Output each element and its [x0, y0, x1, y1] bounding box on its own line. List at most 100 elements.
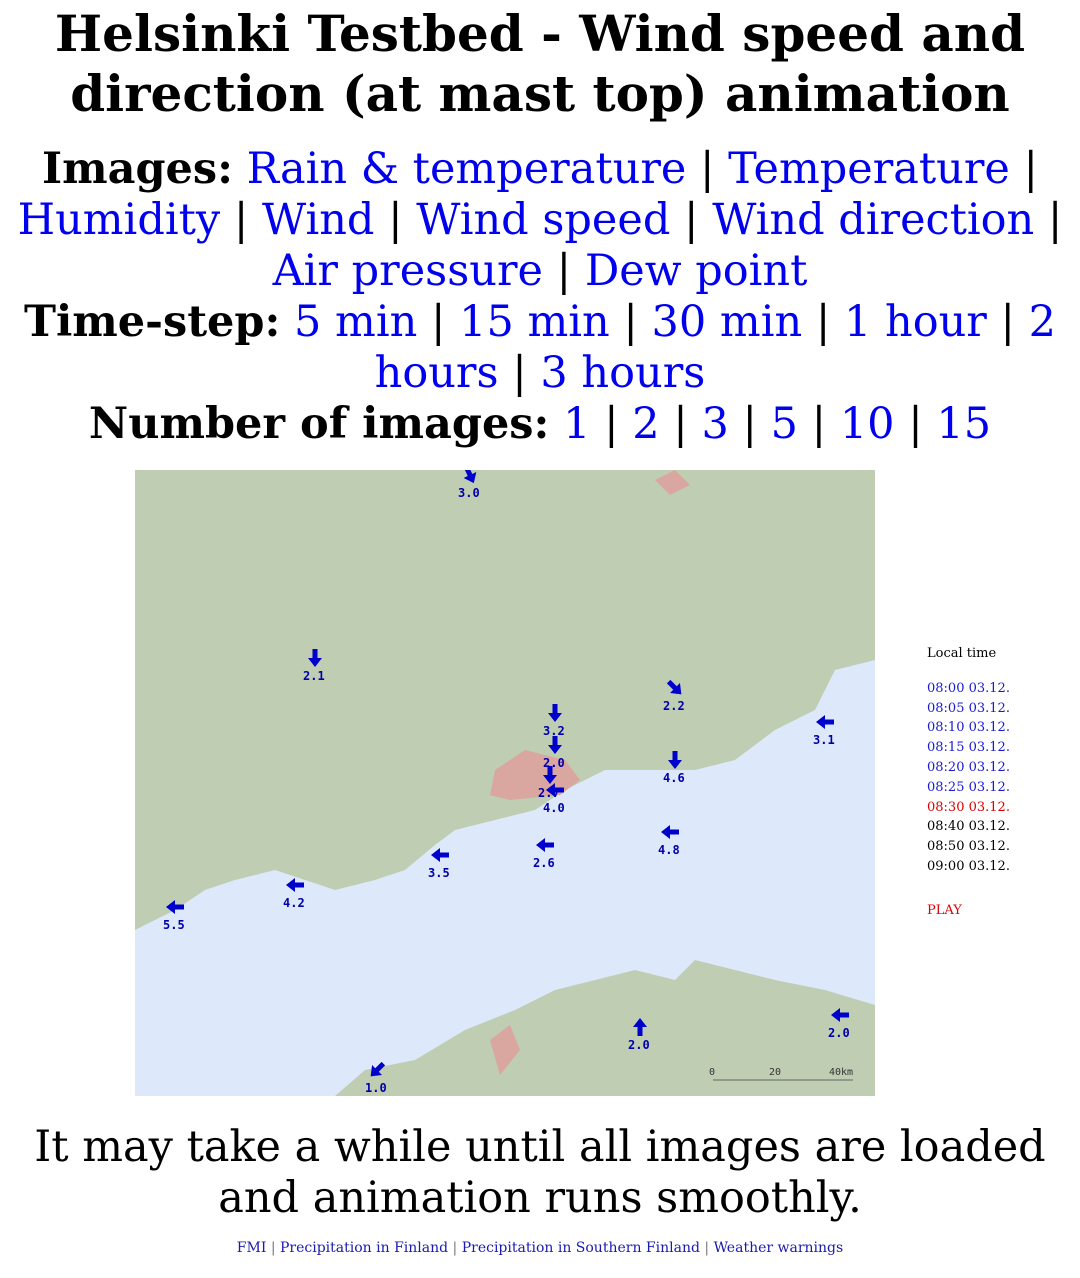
wind-station: 2.0 [828, 1008, 850, 1040]
count-nav: Number of images: 1 | 2 | 3 | 5 | 10 | 1… [0, 399, 1080, 450]
scale-label: 20 [769, 1067, 781, 1078]
page-title: Helsinki Testbed - Wind speed and direct… [54, 4, 1026, 123]
image-count-link[interactable]: 10 [839, 399, 895, 449]
footer-link[interactable]: FMI [236, 1240, 267, 1256]
wind-station: 3.1 [813, 715, 835, 747]
wind-arrow-icon [548, 704, 562, 722]
wind-speed-label: 3.2 [543, 724, 565, 738]
timestep-label: Time-step: [23, 297, 281, 347]
timestep-link[interactable]: 3 hours [540, 348, 706, 398]
wind-station: 4.8 [658, 825, 680, 857]
separator: | [797, 399, 840, 449]
timestep-link[interactable]: 2 hours [374, 297, 1057, 398]
separator: | [266, 1240, 280, 1256]
wind-arrow-icon [666, 679, 682, 695]
footer-links: FMI | Precipitation in Finland | Precipi… [0, 1240, 1080, 1276]
wind-speed-label: 3.0 [458, 486, 480, 500]
separator: | [220, 195, 262, 245]
separator: | [448, 1240, 462, 1256]
footer-link[interactable]: Weather warnings [713, 1240, 844, 1256]
wind-station: 3.5 [428, 848, 450, 880]
wind-map-image: 3.0 2.1 3.2 2.0 2.7 4.0 2.2 4.6 3.1 4.8 2.6 3.5 4.2 5… [135, 465, 875, 1096]
play-button[interactable]: PLAY [927, 902, 962, 918]
footer-link[interactable]: Precipitation in Finland [280, 1240, 449, 1256]
wind-speed-label: 1.0 [365, 1081, 387, 1095]
scale-label: 40km [829, 1067, 853, 1078]
separator: | [659, 399, 702, 449]
image-count-link[interactable]: 1 [563, 399, 591, 449]
time-frame-current[interactable]: 08:30 03.12. [927, 799, 1010, 815]
wind-speed-label: 4.2 [283, 896, 305, 910]
wind-station: 2.2 [663, 679, 685, 713]
timestep-link[interactable]: 1 hour [843, 297, 987, 347]
image-type-link[interactable]: Dew point [584, 246, 808, 296]
time-frame-loaded[interactable]: 08:20 03.12. [927, 759, 1010, 775]
local-time-header: Local time [927, 646, 997, 661]
separator: | [728, 399, 771, 449]
images-label: Images: [41, 144, 233, 194]
wind-speed-label: 4.6 [663, 771, 685, 785]
wind-arrow-icon [548, 736, 562, 754]
image-count-link[interactable]: 15 [936, 399, 992, 449]
wind-speed-label: 4.8 [658, 843, 680, 857]
wind-speed-label: 4.0 [543, 801, 565, 815]
count-label: Number of images: [88, 399, 550, 449]
image-type-link[interactable]: Rain & temperature [246, 144, 687, 194]
time-frame-pending[interactable]: 09:00 03.12. [927, 858, 1010, 874]
wind-arrow-icon [816, 715, 834, 729]
image-type-link[interactable]: Wind speed [416, 195, 671, 245]
image-type-link[interactable]: Wind direction [712, 195, 1035, 245]
separator: | [670, 195, 713, 245]
wind-station: 2.1 [303, 649, 325, 683]
wind-arrow-icon [831, 1008, 849, 1022]
time-frame-loaded[interactable]: 08:10 03.12. [927, 720, 1010, 736]
time-frame-loaded[interactable]: 08:00 03.12. [927, 680, 1010, 696]
time-frame-loaded[interactable]: 08:05 03.12. [927, 700, 1010, 716]
image-type-link[interactable]: Air pressure [272, 246, 543, 296]
wind-arrow-icon [286, 878, 304, 892]
wind-station: 2.0 [628, 1018, 650, 1052]
time-frame-loaded[interactable]: 08:15 03.12. [927, 740, 1010, 756]
timeline-panel: Local time 08:00 03.12. 08:05 03.12. 08:10… [927, 644, 1010, 921]
wind-speed-label: 2.1 [303, 669, 325, 683]
wind-station: 4.6 [663, 751, 685, 785]
time-frame-loaded[interactable]: 08:25 03.12. [927, 779, 1010, 795]
image-type-link[interactable]: Humidity [17, 195, 221, 245]
wind-station: 3.0 [458, 465, 480, 500]
timestep-link[interactable]: 30 min [651, 297, 803, 347]
separator: | [686, 144, 729, 194]
images-nav: Images: Rain & temperature | Temperature… [0, 144, 1080, 297]
separator: | [374, 195, 417, 245]
separator: | [699, 1240, 714, 1256]
footer-link[interactable]: Precipitation in Southern Finland [461, 1240, 700, 1256]
time-frame-pending[interactable]: 08:40 03.12. [927, 819, 1010, 835]
wind-speed-label: 2.2 [663, 699, 685, 713]
wind-speed-label: 2.0 [543, 756, 565, 770]
time-frame-pending[interactable]: 08:50 03.12. [927, 839, 1010, 855]
wind-speed-label: 3.5 [428, 866, 450, 880]
wind-speed-label: 3.1 [813, 733, 835, 747]
image-type-link[interactable]: Temperature [728, 144, 1010, 194]
wind-speed-label: 2.6 [533, 856, 555, 870]
wind-arrow-icon [370, 1061, 386, 1077]
wind-station: 1.0 [365, 1061, 387, 1095]
timestep-link[interactable]: 15 min [459, 297, 610, 347]
wind-station: 2.6 [533, 838, 555, 870]
separator: | [802, 297, 844, 347]
wind-speed-label: 5.5 [163, 918, 185, 932]
separator: | [590, 399, 633, 449]
map-scale-bar: 0 20 40km [709, 1067, 853, 1081]
loading-note: It may take a while until all images are… [34, 1122, 1046, 1223]
separator: | [894, 399, 937, 449]
wind-arrow-icon [661, 825, 679, 839]
image-type-link[interactable]: Wind [262, 195, 375, 245]
wind-station: 3.2 [543, 704, 565, 738]
wind-station: 5.5 [163, 900, 185, 932]
wind-arrow-icon [308, 649, 322, 667]
timestep-link[interactable]: 5 min [294, 297, 418, 347]
separator: | [986, 297, 1029, 347]
image-count-link[interactable]: 5 [770, 399, 798, 449]
image-count-link[interactable]: 3 [701, 399, 729, 449]
image-count-link[interactable]: 2 [632, 399, 660, 449]
wind-arrow-icon [546, 783, 564, 797]
